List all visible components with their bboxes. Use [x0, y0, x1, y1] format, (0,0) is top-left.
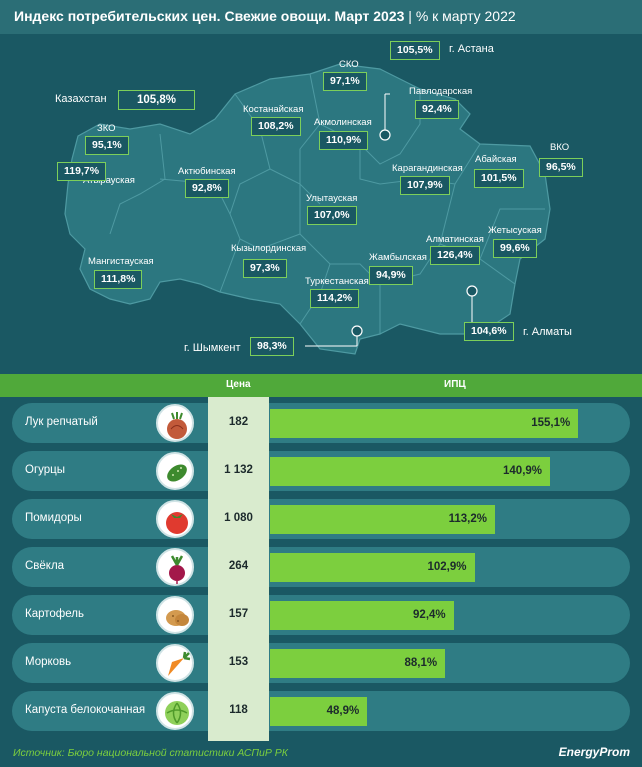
vegetable-name: Картофель — [25, 608, 84, 620]
shymkent-value: 98,3% — [250, 337, 294, 356]
cpi-value-label: 140,9% — [503, 465, 543, 477]
astana-value: 105,5% — [390, 41, 440, 60]
region-label: ЗКО — [97, 123, 116, 134]
region-value: 96,5% — [539, 158, 583, 177]
country-value: 105,8% — [118, 90, 195, 110]
region-value: 97,3% — [243, 259, 287, 278]
cpi-bar: 88,1% — [270, 649, 446, 678]
potato-icon — [156, 596, 194, 634]
region-label: Костанайская — [243, 104, 304, 115]
vegetable-name: Помидоры — [25, 512, 82, 524]
region-value: 126,4% — [430, 246, 480, 265]
region-label: Жетысуская — [488, 225, 542, 236]
price-column-header: Цена — [226, 379, 251, 390]
brand-logo: EnergyProm — [558, 745, 630, 759]
almaty-value: 104,6% — [464, 322, 514, 341]
region-value: 94,9% — [369, 266, 413, 285]
region-label: ВКО — [550, 142, 570, 153]
region-value: 119,7% — [57, 162, 107, 181]
carrot-icon — [156, 644, 194, 682]
region-label: СКО — [339, 59, 359, 70]
region-label: Карагандинская — [392, 163, 463, 174]
cpi-bar: 113,2% — [270, 505, 495, 534]
region-value: 92,4% — [415, 100, 459, 119]
cpi-bar: 102,9% — [270, 553, 475, 582]
cpi-bar: 92,4% — [270, 601, 454, 630]
region-label: Абайская — [475, 154, 517, 165]
region-value: 108,2% — [251, 117, 301, 136]
beet-icon — [156, 548, 194, 586]
region-label: Мангистауская — [88, 256, 154, 267]
region-value: 111,8% — [94, 270, 143, 289]
vegetable-name: Капуста белокочанная — [25, 704, 146, 716]
cpi-value-label: 92,4% — [413, 609, 446, 621]
cpi-value-label: 155,1% — [531, 417, 571, 429]
price-column — [208, 397, 269, 741]
region-value: 107,9% — [400, 176, 450, 195]
region-label: Алматинская — [426, 234, 484, 245]
price-value: 182 — [228, 416, 249, 428]
price-value: 153 — [228, 656, 249, 668]
cpi-bar: 155,1% — [270, 409, 579, 438]
vegetable-name: Лук репчатый — [25, 416, 98, 428]
price-value: 118 — [229, 704, 248, 716]
vegetable-name: Морковь — [25, 656, 72, 668]
cpi-value-label: 102,9% — [427, 561, 467, 573]
shymkent-label: г. Шымкент — [184, 342, 241, 354]
region-label: Жамбылская — [369, 252, 427, 263]
table-header: Цена ИПЦ — [0, 374, 642, 397]
vegetable-name: Свёкла — [25, 560, 65, 572]
region-label: Туркестанская — [305, 276, 369, 287]
region-label: Актюбинская — [178, 166, 236, 177]
almaty-label: г. Алматы — [523, 326, 572, 338]
region-value: 99,6% — [493, 239, 537, 258]
region-value: 95,1% — [85, 136, 129, 155]
region-value: 107,0% — [307, 206, 357, 225]
cpi-value-label: 48,9% — [326, 705, 360, 717]
vegetable-name: Огурцы — [25, 464, 66, 476]
region-label: Кызылординская — [231, 243, 307, 254]
header: Индекс потребительских цен. Свежие овощи… — [0, 0, 642, 34]
source-note: Источник: Бюро национальной статистики А… — [13, 747, 288, 759]
region-label: Акмолинская — [314, 117, 372, 128]
region-value: 101,5% — [474, 169, 524, 188]
onion-icon — [156, 404, 194, 442]
kazakhstan-map: Казахстан 105,8% ЗКО 95,1% Атырауская 11… — [0, 34, 642, 372]
cpi-value-label: 113,2% — [448, 513, 487, 525]
astana-label: г. Астана — [449, 43, 494, 55]
cpi-value-label: 88,1% — [404, 657, 438, 669]
cabbage-icon — [156, 692, 194, 730]
region-label: Улытауская — [306, 193, 358, 204]
cpi-column-header: ИПЦ — [444, 379, 466, 390]
price-value: 264 — [228, 560, 249, 572]
region-value: 97,1% — [323, 72, 367, 91]
footer: Источник: Бюро национальной статистики А… — [0, 741, 642, 767]
region-value: 92,8% — [185, 179, 229, 198]
region-value: 110,9% — [319, 131, 369, 150]
cpi-bar: 48,9% — [270, 697, 368, 726]
tomato-icon — [156, 500, 194, 538]
price-value: 1 132 — [224, 464, 253, 476]
page-title: Индекс потребительских цен. Свежие овощи… — [14, 8, 516, 24]
region-label: Павлодарская — [409, 86, 473, 97]
cucumber-icon — [156, 452, 194, 490]
price-value: 157 — [228, 608, 249, 620]
region-label: Атырауская — [83, 175, 135, 186]
region-value: 114,2% — [310, 289, 360, 308]
country-label: Казахстан — [55, 93, 107, 105]
price-value: 1 080 — [224, 512, 253, 524]
cpi-bar: 140,9% — [270, 457, 551, 486]
